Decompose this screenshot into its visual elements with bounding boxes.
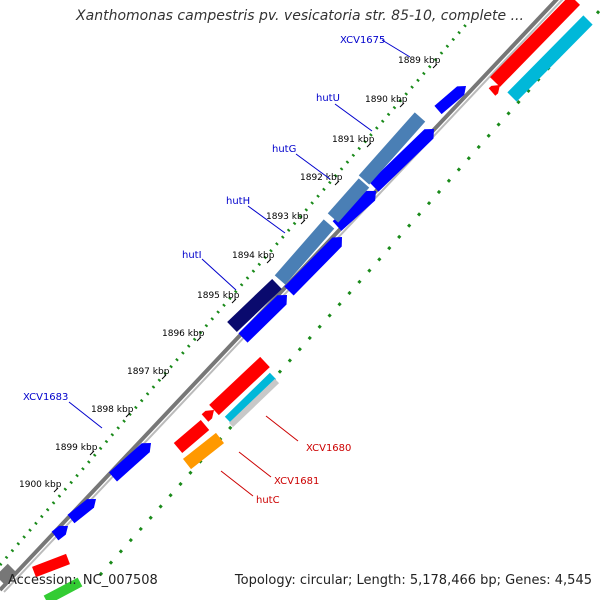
tick-mark — [125, 412, 131, 418]
tick-mark — [399, 102, 405, 108]
cds-reverse-3[interactable] — [209, 356, 270, 416]
tick-mark — [366, 142, 372, 148]
blast-reverse-3[interactable] — [228, 378, 280, 428]
gene-label-leader — [265, 415, 299, 442]
cds-forward-7[interactable] — [67, 499, 96, 524]
cds-reverse-6[interactable] — [182, 432, 225, 470]
gene-label-leader — [334, 103, 373, 132]
tick-label: 1889 kbp — [398, 56, 441, 66]
tick-label: 1895 kbp — [197, 291, 240, 301]
tick-mark — [231, 298, 237, 304]
gene-label[interactable]: hutU — [316, 93, 340, 104]
tick-label: 1897 kbp — [127, 367, 170, 377]
accession-label: Accession: — [8, 573, 77, 588]
tick-label: 1894 kbp — [232, 251, 275, 261]
tick-label: 1893 kbp — [266, 212, 309, 222]
cds-reverse-5[interactable] — [173, 420, 210, 453]
tick-label: 1899 kbp — [55, 443, 98, 453]
cds-forward-6[interactable] — [108, 443, 151, 482]
gene-label-leader — [247, 205, 286, 234]
blast-reverse-1[interactable] — [507, 15, 593, 102]
gene-label[interactable]: hutG — [272, 144, 296, 155]
tick-mark — [161, 374, 167, 380]
tick-mark — [53, 487, 59, 493]
tick-label: 1898 kbp — [91, 405, 134, 415]
blast-reverse-2[interactable] — [224, 372, 277, 424]
tick-label: 1896 kbp — [162, 329, 205, 339]
cds-forward-3[interactable] — [332, 190, 376, 231]
gene-label[interactable]: hutI — [182, 250, 202, 261]
tick-label: 1891 kbp — [332, 135, 375, 145]
gene-label[interactable]: XCV1683 — [23, 392, 68, 403]
accession-value: NC_007508 — [82, 573, 158, 588]
topology-info: Topology: circular; Length: 5,178,466 bp… — [234, 573, 592, 588]
gene-label[interactable]: XCV1675 — [340, 35, 385, 46]
tick-mark — [196, 336, 202, 342]
blast-hit-4[interactable] — [227, 278, 282, 333]
tick-label: 1900 kbp — [19, 480, 62, 490]
cds-reverse-1[interactable] — [489, 0, 581, 87]
tick-label: 1892 kbp — [300, 173, 343, 183]
cds-edge-1[interactable] — [0, 563, 17, 585]
gene-label-leader — [295, 153, 331, 180]
cds-forward-5[interactable] — [238, 295, 287, 343]
tick-mark — [89, 450, 95, 456]
gene-label-leader — [381, 39, 411, 58]
tick-mark — [266, 258, 272, 264]
cds-reverse-4[interactable] — [201, 410, 214, 422]
tick-mark — [300, 219, 306, 225]
cds-reverse-8[interactable] — [43, 577, 83, 600]
gc-track-inner — [98, 9, 600, 576]
gene-label-leader — [68, 401, 103, 429]
tick-mark — [334, 180, 340, 186]
blast-hit-1[interactable] — [358, 112, 426, 185]
cds-forward-1[interactable] — [434, 86, 466, 115]
accession-info: Accession: NC_007508 — [8, 573, 158, 588]
tick-mark — [432, 63, 438, 69]
cds-forward-4[interactable] — [284, 237, 342, 296]
gene-label[interactable]: hutC — [256, 495, 280, 506]
cds-reverse-7[interactable] — [32, 553, 70, 578]
gene-label[interactable]: XCV1681 — [274, 476, 319, 487]
gene-label-leader — [201, 258, 237, 291]
blast-hit-3[interactable] — [274, 219, 335, 285]
cds-forward-2[interactable] — [369, 129, 434, 192]
map-title: Xanthomonas campestris pv. vesicatoria s… — [76, 8, 524, 24]
gene-label-leader — [238, 451, 272, 478]
gene-label[interactable]: XCV1680 — [306, 443, 351, 454]
cds-forward-8[interactable] — [51, 525, 68, 541]
blast-hit-2[interactable] — [327, 178, 370, 223]
gene-label[interactable]: hutH — [226, 196, 250, 207]
cds-reverse-2[interactable] — [488, 85, 500, 96]
tick-label: 1890 kbp — [365, 95, 408, 105]
gene-label-leader — [220, 470, 254, 497]
